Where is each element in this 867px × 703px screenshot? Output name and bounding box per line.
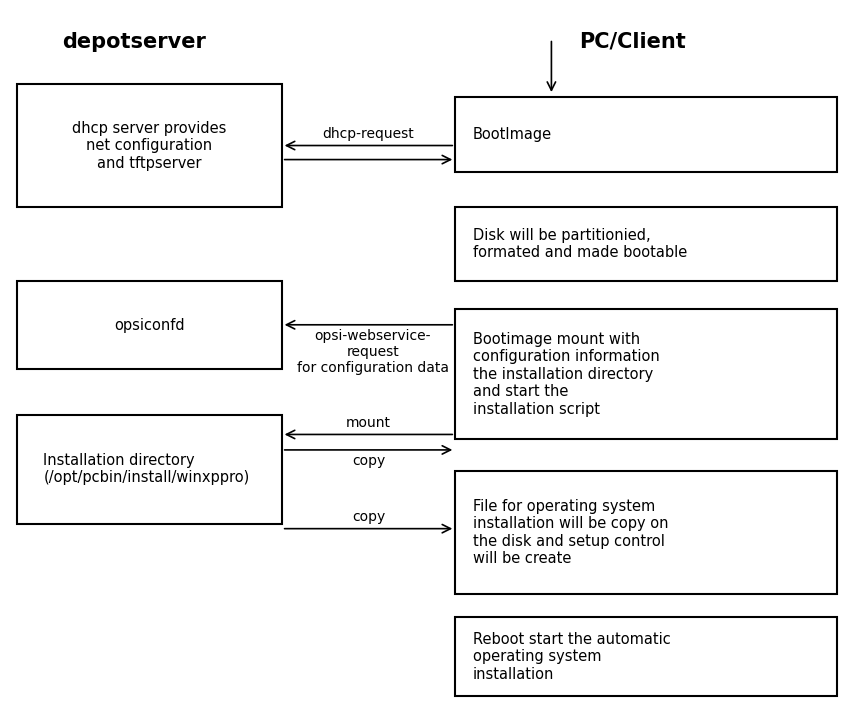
Bar	[455, 471, 837, 594]
Bar	[17, 281, 282, 369]
Text: Reboot start the automatic
operating system
installation: Reboot start the automatic operating sys…	[473, 632, 670, 681]
Text: opsiconfd: opsiconfd	[114, 318, 185, 333]
Bar	[17, 84, 282, 207]
Text: depotserver: depotserver	[62, 32, 206, 51]
Text: File for operating system
installation will be copy on
the disk and setup contro: File for operating system installation w…	[473, 499, 668, 566]
Text: Disk will be partitionied,
formated and made bootable: Disk will be partitionied, formated and …	[473, 228, 687, 261]
Text: mount: mount	[346, 416, 391, 430]
Text: Bootimage mount with
configuration information
the installation directory
and st: Bootimage mount with configuration infor…	[473, 332, 659, 417]
Bar	[17, 415, 282, 524]
Text: BootImage: BootImage	[473, 127, 551, 142]
Text: copy: copy	[352, 454, 385, 468]
Text: opsi-webservice-
request
for configuration data: opsi-webservice- request for configurati…	[297, 329, 449, 375]
Text: Installation directory
(/opt/pcbin/install/winxppro): Installation directory (/opt/pcbin/insta…	[43, 453, 250, 486]
Text: dhcp server provides
net configuration
and tftpserver: dhcp server provides net configuration a…	[72, 121, 227, 171]
Text: PC/Client: PC/Client	[579, 32, 687, 51]
Bar	[455, 617, 837, 696]
Bar	[455, 97, 837, 172]
Text: copy: copy	[352, 510, 385, 524]
Bar	[455, 207, 837, 281]
Text: dhcp-request: dhcp-request	[323, 127, 414, 141]
Bar	[455, 309, 837, 439]
